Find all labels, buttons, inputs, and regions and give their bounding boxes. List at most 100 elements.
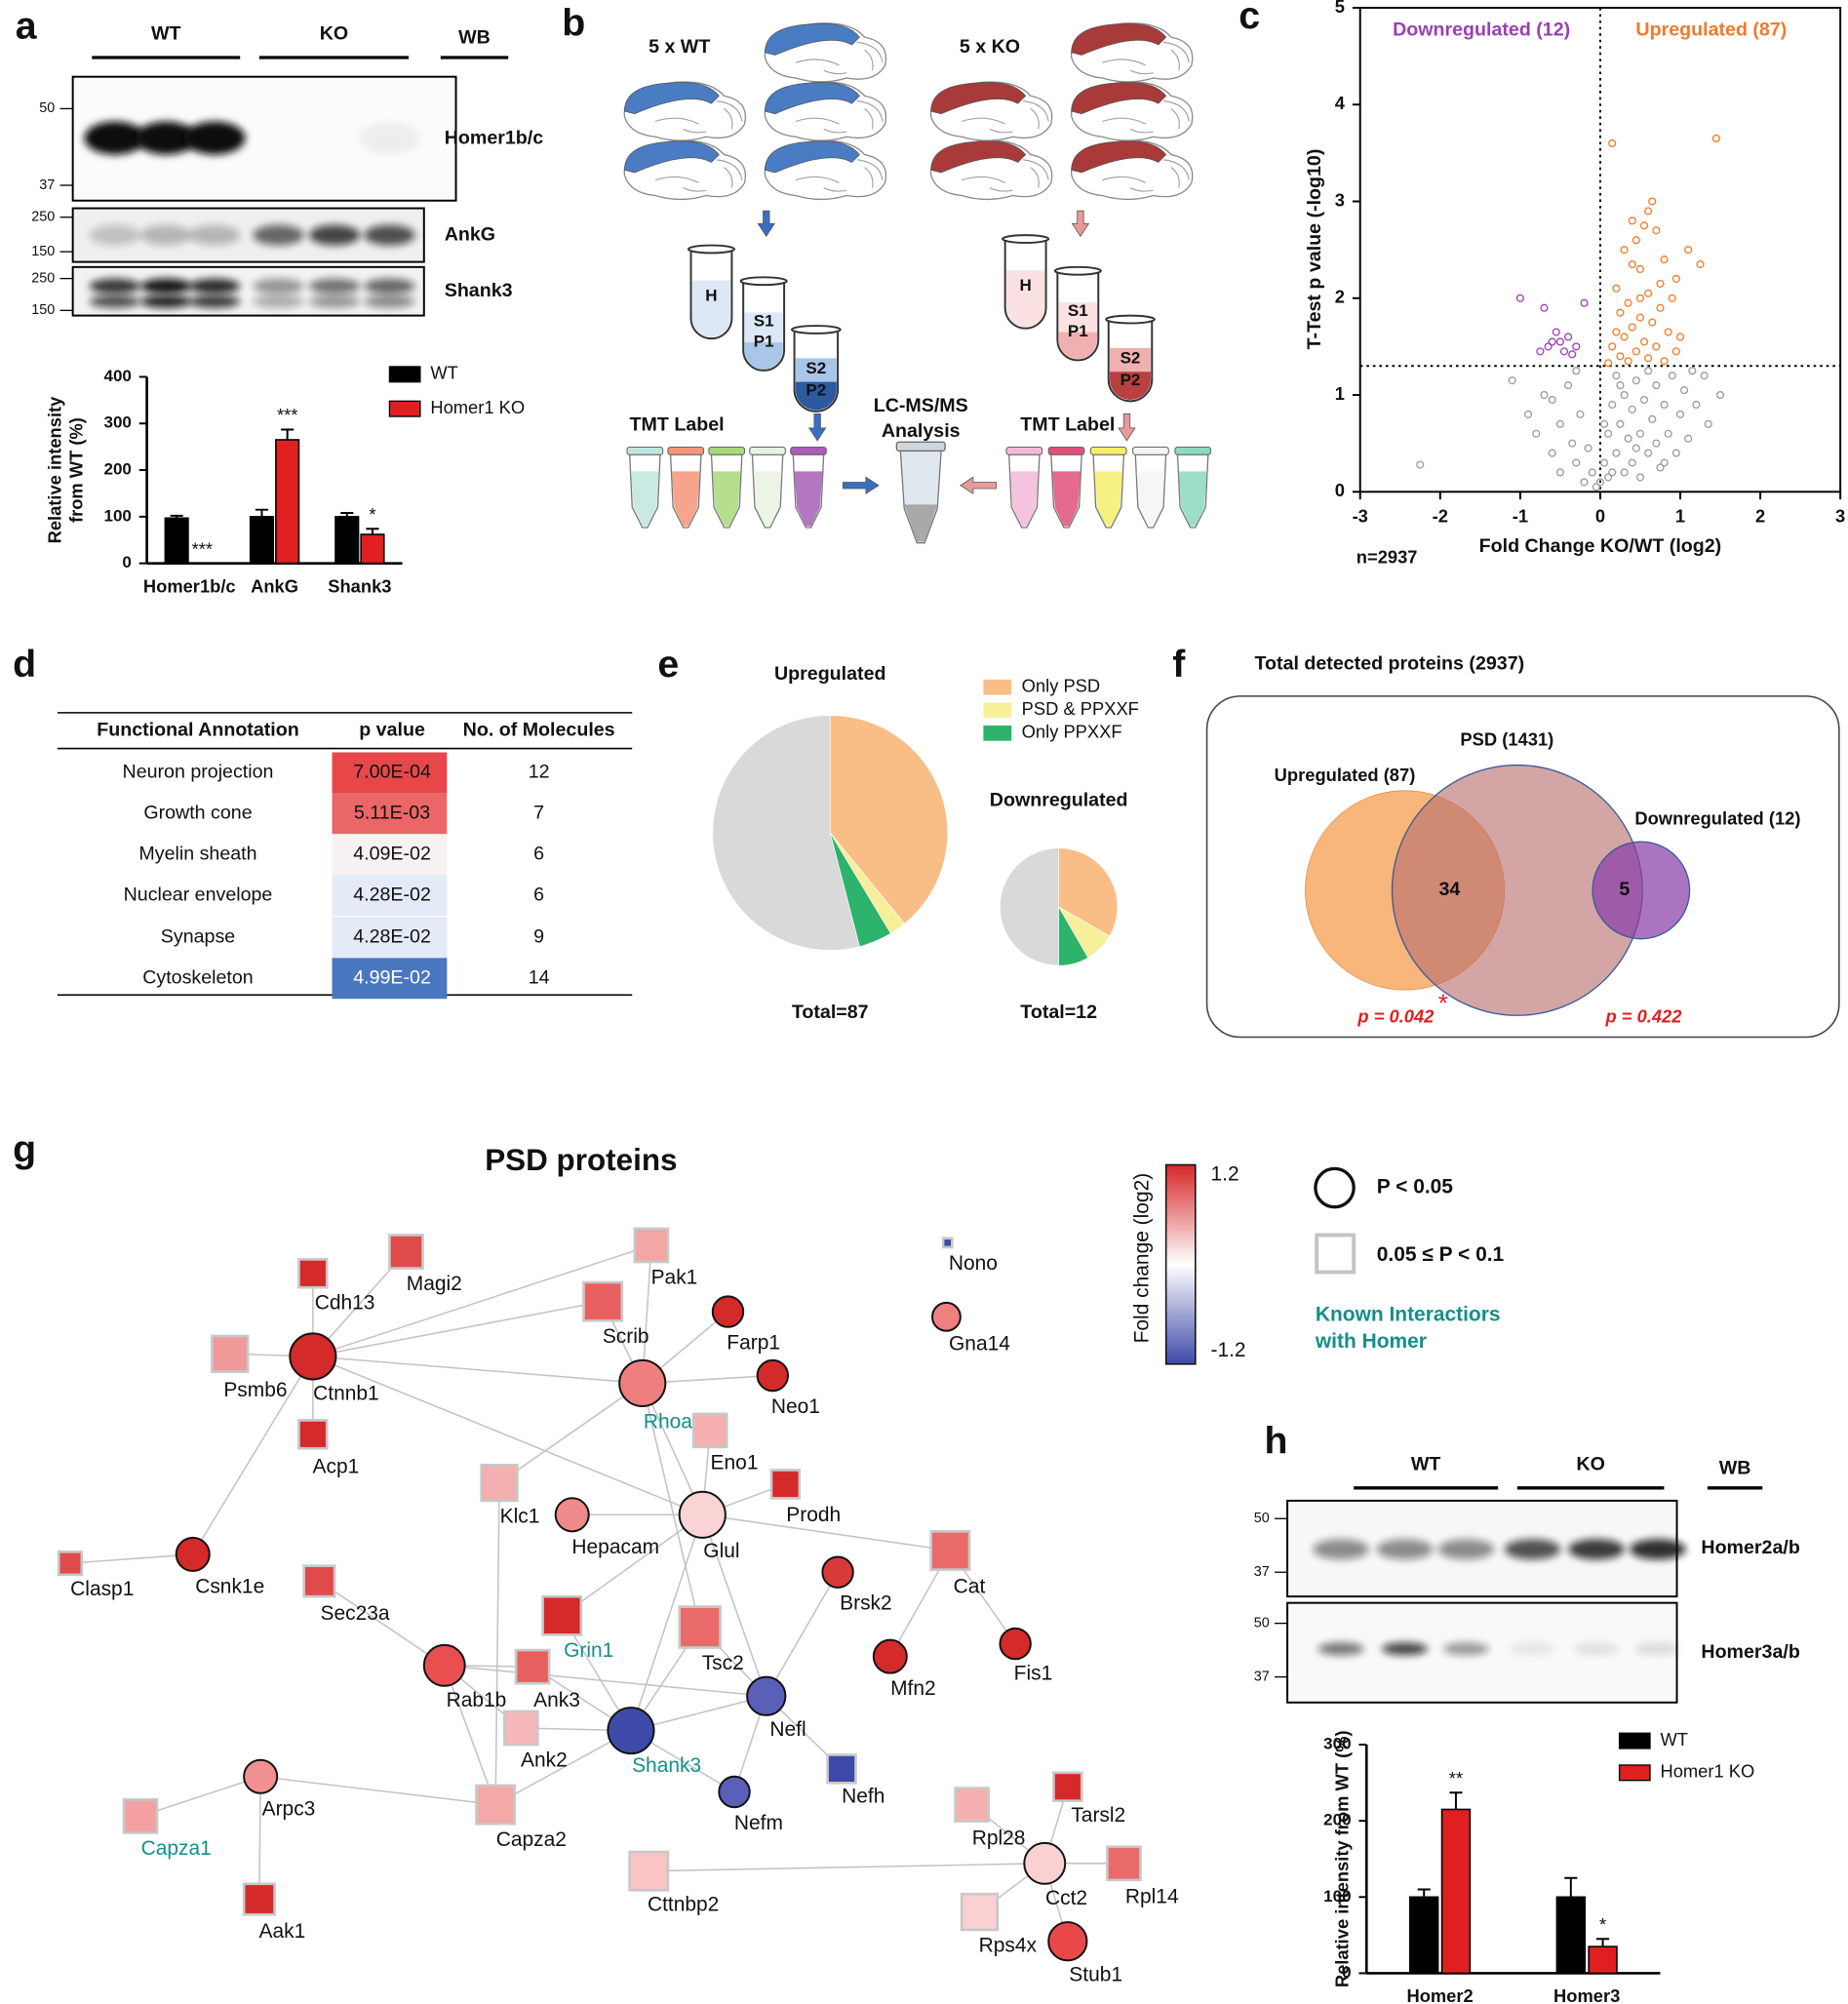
tmt-cap — [1005, 446, 1043, 455]
brain-detail — [795, 100, 884, 134]
node-label: Nefm — [734, 1812, 783, 1834]
node-label: Arpc3 — [262, 1797, 316, 1820]
error-bar — [1596, 1938, 1610, 1947]
x-tick-label: AnkG — [251, 575, 298, 596]
node-label: Csnk1e — [195, 1575, 264, 1597]
data-point — [1608, 138, 1617, 148]
network-edge — [312, 1244, 652, 1357]
group-label: 5 x KO — [960, 36, 1020, 58]
y-tick-label: 5 — [1335, 0, 1345, 17]
brain-detail — [1102, 41, 1190, 75]
blot-band — [140, 278, 192, 295]
network-edge — [494, 1482, 500, 1805]
data-point — [1616, 308, 1625, 317]
error-bar — [1417, 1888, 1431, 1898]
error-bar — [255, 508, 269, 517]
arrow — [807, 413, 827, 442]
node-label: Rpl14 — [1125, 1886, 1179, 1908]
data-point — [1684, 434, 1693, 443]
data-point — [1664, 429, 1672, 438]
pie-title: Downregulated — [990, 789, 1128, 810]
bar — [164, 517, 189, 565]
brain-cortex — [1071, 22, 1167, 56]
y-tick-label: 3 — [1335, 189, 1345, 210]
x-tick-label: Shank3 — [328, 575, 391, 596]
network-node — [872, 1638, 908, 1674]
x-tick-label: Homer3 — [1553, 1985, 1620, 2004]
brain-cortex — [1071, 82, 1167, 115]
tmt-cap — [1047, 446, 1085, 455]
network-edge — [139, 1776, 261, 1818]
brain — [1071, 139, 1194, 201]
lc-liquid — [904, 504, 938, 542]
y-tick-label: 300 — [103, 413, 131, 432]
pie-slice — [712, 715, 860, 951]
marker-label: 37 — [1254, 1564, 1270, 1580]
legend-swatch — [983, 725, 1012, 741]
data-point — [1620, 246, 1629, 255]
data-point — [1624, 357, 1632, 366]
marker-label: 150 — [31, 302, 55, 318]
network-node — [711, 1295, 745, 1328]
table-cell-bg — [332, 834, 448, 876]
node-label: Rhoa — [644, 1411, 692, 1434]
data-point — [1635, 294, 1645, 302]
table-cell: Growth cone — [143, 803, 252, 824]
network-node — [1106, 1845, 1142, 1882]
protein-label: Homer2a/b — [1701, 1537, 1799, 1558]
data-point — [1660, 255, 1669, 264]
network-edge — [642, 1383, 703, 1515]
node-label: Cct2 — [1045, 1887, 1087, 1909]
network-edge — [494, 1729, 632, 1806]
legend-square — [1315, 1233, 1357, 1275]
node-label: Eno1 — [711, 1451, 759, 1474]
network-node — [1052, 1771, 1083, 1802]
x-tick-label: -3 — [1353, 505, 1368, 526]
data-point — [1644, 354, 1653, 363]
bar — [1409, 1896, 1439, 1975]
fraction-label: P1 — [754, 333, 774, 351]
data-point — [1656, 303, 1665, 312]
data-point — [1548, 337, 1556, 346]
table-cell: Nuclear envelope — [124, 884, 273, 905]
node-label: Ank3 — [533, 1689, 580, 1711]
network-node — [297, 1419, 329, 1450]
network-node — [618, 1358, 667, 1407]
data-point — [1624, 434, 1632, 443]
protein-label: Homer3a/b — [1701, 1641, 1799, 1663]
data-point — [1668, 372, 1676, 380]
table-header: p value — [359, 719, 425, 740]
network-edge — [630, 1514, 704, 1731]
blot-band — [188, 278, 241, 295]
node-label: Rpl28 — [972, 1827, 1026, 1849]
brain-detail — [961, 159, 1049, 192]
y-tick-label: 0 — [122, 553, 131, 571]
tmt-cap — [708, 446, 746, 455]
data-point — [1540, 303, 1549, 312]
pie-caption: Total=12 — [1020, 1002, 1097, 1023]
network-node — [57, 1550, 84, 1577]
error-bar — [340, 512, 354, 517]
p-value: p = 0.422 — [1604, 1006, 1681, 1027]
bar — [275, 439, 300, 565]
data-point — [1644, 449, 1653, 457]
node-label: Fis1 — [1014, 1663, 1053, 1685]
data-point — [1604, 359, 1613, 368]
network-node — [746, 1675, 787, 1716]
legend-swatch — [983, 702, 1012, 719]
data-point — [1660, 357, 1669, 366]
data-point — [1624, 298, 1632, 307]
y-tick-label: 2 — [1335, 287, 1345, 307]
arrow — [960, 476, 997, 495]
data-point — [1704, 419, 1712, 428]
legend-label: P < 0.05 — [1377, 1176, 1454, 1198]
brain-detail — [1102, 159, 1190, 192]
data-point — [1532, 429, 1541, 438]
known-label: with Homer — [1315, 1330, 1427, 1353]
data-point — [1628, 259, 1636, 269]
table-cell: 12 — [529, 762, 550, 783]
y-tick-label: 400 — [103, 367, 131, 385]
data-point — [1620, 333, 1629, 341]
fraction-label: S2 — [1121, 349, 1141, 368]
blot-band — [364, 278, 415, 295]
